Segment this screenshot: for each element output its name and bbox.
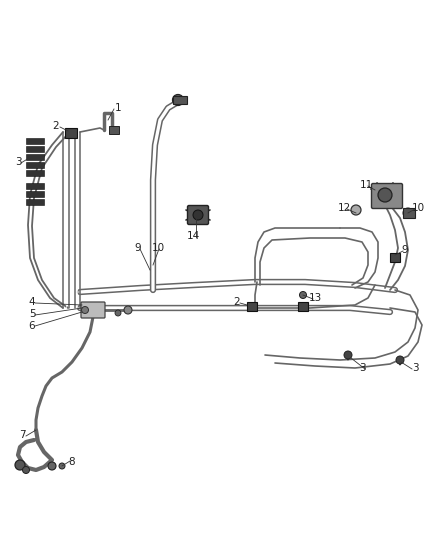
Text: 2: 2: [234, 297, 240, 307]
Bar: [26, 146, 44, 152]
Text: 10: 10: [152, 243, 165, 253]
Circle shape: [173, 94, 184, 106]
Circle shape: [193, 210, 203, 220]
Bar: [26, 191, 44, 197]
Circle shape: [403, 208, 413, 218]
Circle shape: [115, 310, 121, 316]
Text: 11: 11: [359, 180, 373, 190]
FancyBboxPatch shape: [81, 302, 105, 318]
Text: 9: 9: [402, 245, 408, 255]
Bar: [26, 170, 44, 176]
Text: 5: 5: [28, 309, 35, 319]
Text: 2: 2: [53, 121, 59, 131]
Bar: [26, 154, 44, 160]
Bar: [298, 302, 308, 311]
Text: 13: 13: [308, 293, 321, 303]
Circle shape: [59, 463, 65, 469]
Bar: [247, 302, 257, 311]
FancyBboxPatch shape: [371, 183, 403, 208]
Circle shape: [124, 306, 132, 314]
Bar: [173, 96, 187, 104]
Circle shape: [22, 466, 29, 473]
Circle shape: [378, 188, 392, 202]
Text: 4: 4: [28, 297, 35, 307]
Circle shape: [300, 292, 307, 298]
Text: 6: 6: [28, 321, 35, 331]
Text: 10: 10: [411, 203, 424, 213]
Text: 8: 8: [69, 457, 75, 467]
Text: 12: 12: [337, 203, 351, 213]
Text: 9: 9: [135, 243, 141, 253]
Circle shape: [81, 306, 88, 313]
Text: 3: 3: [412, 363, 418, 373]
Text: 14: 14: [187, 231, 200, 241]
Circle shape: [48, 462, 56, 470]
Bar: [26, 138, 44, 144]
Text: 3: 3: [15, 157, 21, 167]
Bar: [109, 126, 119, 134]
Bar: [26, 183, 44, 189]
Circle shape: [344, 351, 352, 359]
Bar: [26, 199, 44, 205]
Circle shape: [396, 356, 404, 364]
Text: 7: 7: [19, 430, 25, 440]
Text: 3: 3: [359, 363, 365, 373]
Circle shape: [15, 460, 25, 470]
Circle shape: [351, 205, 361, 215]
Bar: [65, 128, 77, 138]
Text: 1: 1: [115, 103, 121, 113]
Bar: [390, 253, 400, 262]
FancyBboxPatch shape: [187, 206, 208, 224]
Bar: [403, 208, 415, 218]
Bar: [26, 162, 44, 168]
